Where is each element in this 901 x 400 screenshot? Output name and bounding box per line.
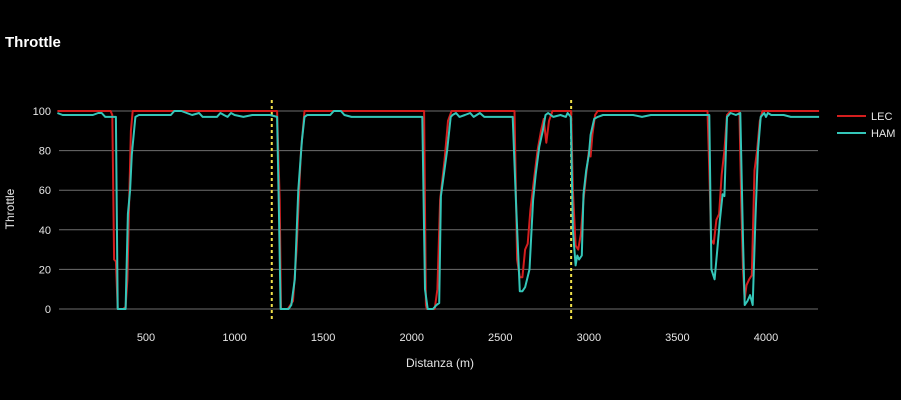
series-line-lec	[57, 110, 820, 310]
y-tick-label: 100	[33, 106, 51, 118]
x-tick-label: 1000	[222, 332, 246, 344]
x-tick-label: 3500	[665, 332, 689, 344]
x-tick-label: 500	[137, 332, 155, 344]
x-tick-labels: 500 1000 1500 2000 2500 3000 3500 4000	[137, 332, 778, 344]
x-tick-label: 2500	[488, 332, 512, 344]
legend-label-lec: LEC	[871, 111, 892, 123]
y-axis-label: Throttle	[3, 188, 17, 229]
x-tick-label: 2000	[399, 332, 423, 344]
y-tick-label: 40	[39, 225, 51, 237]
x-axis-label: Distanza (m)	[406, 356, 474, 370]
x-tick-label: 4000	[754, 332, 778, 344]
legend-label-ham: HAM	[871, 128, 895, 140]
series-lines	[57, 110, 820, 310]
y-tick-labels: 0 20 40 60 80 100	[33, 106, 51, 316]
y-tick-label: 60	[39, 185, 51, 197]
x-tick-label: 1500	[311, 332, 335, 344]
legend: LEC HAM	[837, 111, 895, 140]
y-tick-label: 0	[45, 304, 51, 316]
chart-title: Throttle	[5, 34, 61, 51]
vertical-markers	[270, 100, 573, 320]
y-tick-label: 20	[39, 264, 51, 276]
y-tick-label: 80	[39, 146, 51, 158]
x-tick-label: 3000	[577, 332, 601, 344]
series-line-ham	[57, 110, 820, 310]
